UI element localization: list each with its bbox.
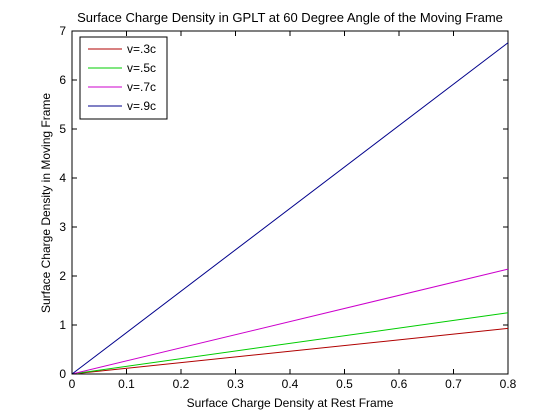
y-axis: 0 1 2 3 4 5 6 7 (59, 24, 508, 381)
x-tick-label: 0.7 (445, 377, 462, 391)
x-tick-label: 0.5 (336, 377, 353, 391)
x-tick-label: 0 (69, 377, 76, 391)
series-line (71, 268, 509, 375)
legend-label: v=.3c (127, 42, 156, 56)
legend-label: v=.7c (127, 80, 156, 94)
x-tick-label: 0.1 (118, 377, 135, 391)
chart-title: Surface Charge Density in GPLT at 60 Deg… (77, 10, 503, 25)
legend-label: v=.9c (127, 99, 156, 113)
series-layer (71, 42, 509, 375)
x-tick-label: 0.4 (282, 377, 299, 391)
series-line (71, 42, 509, 375)
y-tick-label: 4 (59, 171, 66, 185)
x-axis: 0 0.1 0.2 0.3 0.4 0.5 0.6 0.7 0.8 (69, 31, 517, 391)
legend-label: v=.5c (127, 61, 156, 75)
y-tick-label: 0 (59, 367, 66, 381)
y-tick-label: 6 (59, 73, 66, 87)
x-axis-label: Surface Charge Density at Rest Frame (187, 396, 394, 410)
x-tick-label: 0.3 (227, 377, 244, 391)
y-tick-label: 5 (59, 122, 66, 136)
x-tick-label: 0.6 (391, 377, 408, 391)
x-tick-label: 0.8 (500, 377, 517, 391)
y-tick-label: 1 (59, 318, 66, 332)
y-tick-label: 7 (59, 24, 66, 38)
legend-box (79, 36, 168, 120)
series-line (71, 312, 509, 375)
y-tick-label: 2 (59, 269, 66, 283)
legend: v=.3c v=.5c v=.7c v=.9c (79, 36, 168, 120)
y-axis-label: Surface Charge Density in Moving Frame (39, 93, 53, 313)
y-tick-label: 3 (59, 220, 66, 234)
series-line (71, 327, 509, 375)
x-tick-label: 0.2 (173, 377, 190, 391)
